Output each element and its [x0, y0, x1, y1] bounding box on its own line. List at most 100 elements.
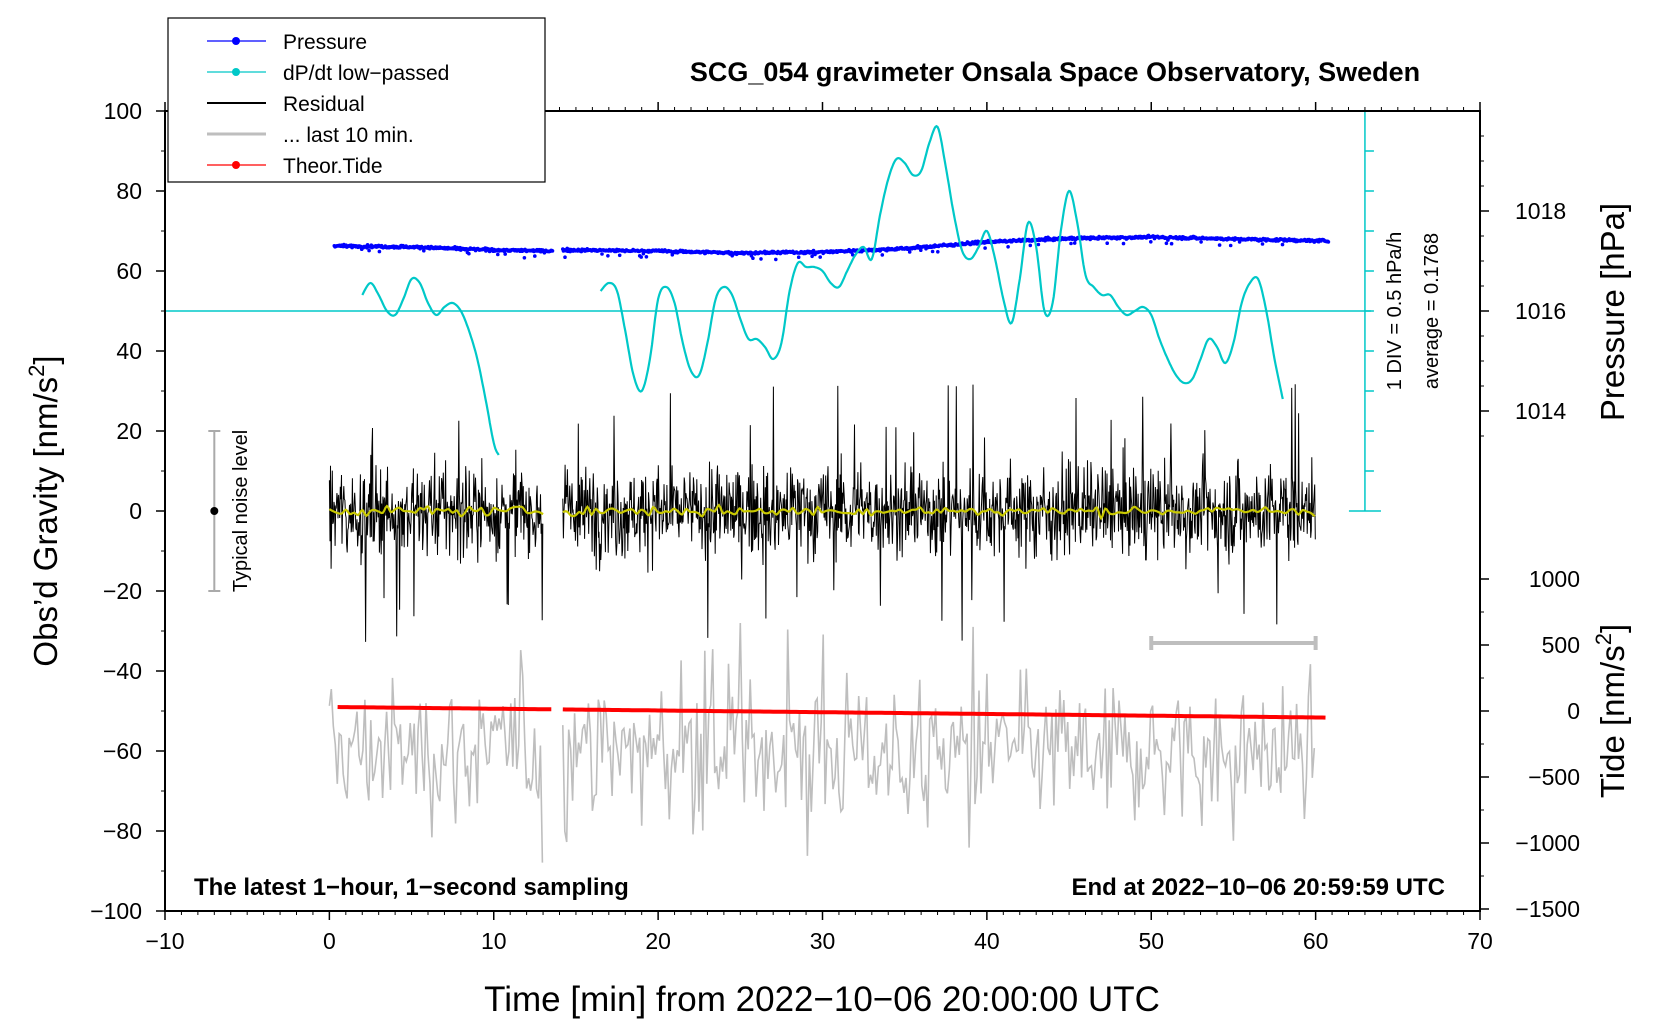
pressure-point	[1072, 241, 1077, 245]
pressure-point	[759, 257, 763, 261]
series-layer	[165, 110, 1381, 863]
pressure-point	[563, 255, 567, 259]
pressure-point	[1149, 240, 1153, 244]
pressure-point	[751, 256, 755, 261]
tide-tick-label: −1000	[1515, 830, 1580, 856]
pressure-point	[774, 257, 778, 262]
legend: Pressure dP/dt low−passed Residual ... last…	[167, 17, 546, 183]
tide-tick-label: 0	[1567, 698, 1580, 724]
y-tick-label: −80	[103, 818, 142, 844]
pressure-point	[936, 250, 940, 254]
pressure-point	[600, 252, 604, 256]
last10-line-segment-0	[328, 650, 544, 863]
x-tick-label: 70	[1467, 928, 1493, 954]
legend-label-3: ... last 10 min.	[283, 124, 414, 147]
pressure-point	[533, 254, 537, 258]
legend-label-1: dP/dt low−passed	[283, 62, 449, 85]
tide-tick-label: 1000	[1529, 566, 1580, 592]
x-tick-label: 30	[810, 928, 836, 954]
pressure-point	[617, 253, 622, 258]
tide-tick-label: −1500	[1515, 896, 1580, 922]
y-axis-label-tide-text: Tide [nm/s	[1594, 645, 1631, 798]
y-tick-label: −100	[90, 898, 142, 924]
y-tick-label: 20	[116, 418, 142, 444]
pressure-point	[550, 249, 555, 253]
annotation-bottom-left: The latest 1−hour, 1−second sampling	[194, 874, 629, 901]
y-tick-label: −20	[103, 578, 142, 604]
pressure-point	[639, 255, 643, 259]
pressure-point	[1028, 243, 1033, 248]
pressure-point	[919, 248, 923, 252]
pressure-point	[367, 248, 371, 253]
pressure-point	[1169, 241, 1174, 246]
x-tick-label: 40	[974, 928, 1000, 954]
legend-marker-1	[232, 68, 240, 76]
y-tick-label: 0	[129, 498, 142, 524]
legend-box	[167, 17, 546, 183]
pressure-point	[983, 246, 987, 250]
tide-line-segment-0	[337, 705, 552, 712]
y-tick-label: 40	[116, 338, 142, 364]
legend-marker-4	[232, 161, 240, 169]
y-tick-label: 80	[116, 178, 142, 204]
last10-line-segment-1	[562, 622, 1316, 856]
residual-line-segment-0	[328, 420, 544, 642]
y-tick-label: −60	[103, 738, 142, 764]
tide-line-segment-1	[562, 707, 1326, 720]
pressure-point	[1164, 241, 1169, 246]
dpdt-scale-label: 1 DIV = 0.5 hPa/h	[1384, 232, 1406, 390]
residual-lowpass-segment-0	[328, 504, 544, 518]
residual-line-segment-1	[562, 384, 1316, 641]
x-tick-label: 50	[1138, 928, 1164, 954]
y-tick-label: 100	[104, 98, 142, 124]
pressure-point	[1105, 241, 1109, 245]
noise-bar-center-dot	[210, 507, 219, 515]
tide-tick-label: −500	[1528, 764, 1580, 790]
y-axis-tide: −1500 −1000 −500 0 500 1000	[1480, 566, 1580, 922]
pressure-point	[1326, 240, 1331, 244]
legend-marker-0	[232, 37, 240, 45]
pressure-point	[606, 254, 610, 258]
legend-label-0: Pressure	[283, 31, 367, 54]
legend-items: Pressure dP/dt low−passed Residual ... last…	[207, 31, 449, 178]
chart-title: SCG_054 gravimeter Onsala Space Observat…	[690, 57, 1420, 87]
pressure-point	[907, 250, 912, 254]
y-axis-pressure: 1014 1016 1018	[1480, 135, 1566, 437]
legend-label-2: Residual	[283, 93, 365, 116]
y-axis-label-gravity-close: ]	[27, 355, 64, 364]
pressure-point	[644, 254, 649, 259]
pressure-point	[930, 249, 935, 254]
pressure-point	[496, 252, 500, 257]
residual-lowpass-segment-1	[562, 503, 1316, 521]
pressure-point	[522, 255, 527, 260]
y-axis-gravity: −100 −80 −60 −40 −20 0 20 40 60 80 100	[90, 98, 165, 924]
tide-tick-label: 500	[1542, 632, 1580, 658]
pressure-point	[1069, 241, 1073, 246]
pressure-point	[810, 254, 814, 259]
pressure-point	[641, 251, 646, 256]
pressure-point	[503, 252, 508, 256]
noise-level-label: Typical noise level	[230, 430, 252, 592]
x-tick-label: 20	[645, 928, 671, 954]
pressure-tick-label: 1014	[1515, 398, 1566, 424]
dpdt-line-segment-1	[599, 124, 1284, 400]
y-axis-label-gravity: Obs’d Gravity [nm/s2]	[24, 355, 64, 666]
y-axis-label-tide-sup: 2	[1591, 633, 1616, 645]
x-tick-label: −10	[145, 928, 184, 954]
pressure-point	[880, 253, 885, 257]
y-axis-label-gravity-text: Obs’d Gravity [nm/s	[27, 377, 64, 667]
pressure-point	[1260, 242, 1265, 246]
legend-label-4: Theor.Tide	[283, 155, 383, 178]
x-tick-label: 0	[323, 928, 336, 954]
pressure-tick-label: 1018	[1515, 198, 1566, 224]
pressure-point	[1199, 240, 1203, 244]
y-axis-label-pressure: Pressure [hPa]	[1594, 203, 1631, 421]
y-axis-label-tide-close: ]	[1594, 624, 1631, 633]
pressure-point	[796, 255, 801, 259]
y-tick-label: 60	[116, 258, 142, 284]
pressure-tick-label: 1016	[1515, 298, 1566, 324]
pressure-point	[1036, 242, 1041, 247]
pressure-point	[818, 255, 822, 259]
x-axis-label: Time [min] from 2022−10−06 20:00:00 UTC	[484, 980, 1160, 1019]
